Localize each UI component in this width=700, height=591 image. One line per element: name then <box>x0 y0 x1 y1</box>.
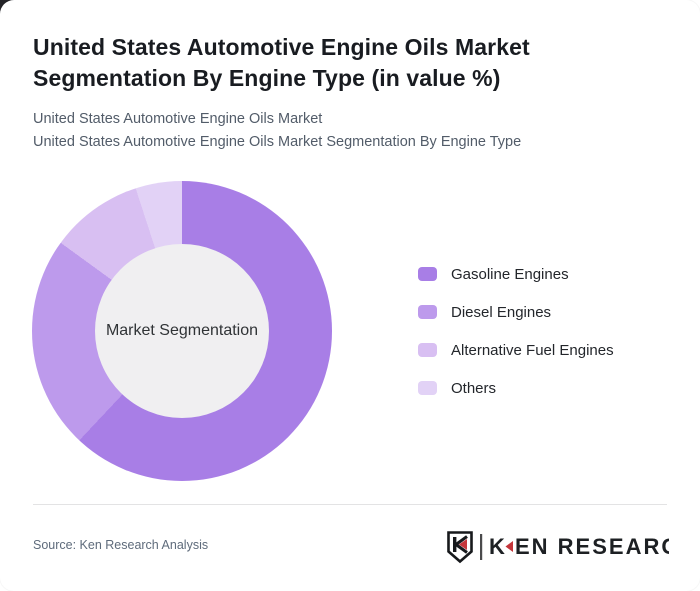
logo-text-k: K <box>489 534 507 559</box>
legend-label: Alternative Fuel Engines <box>451 341 614 359</box>
legend-swatch-alternative-fuel <box>418 343 437 357</box>
legend-item-diesel: Diesel Engines <box>418 293 614 331</box>
legend-label: Others <box>451 379 497 397</box>
logo-text-en-research: EN RESEARCH <box>515 534 669 559</box>
legend-item-alternative-fuel: Alternative Fuel Engines <box>418 331 614 369</box>
page-title-line2: Segmentation By Engine Type (in value %) <box>33 65 501 91</box>
logo-separator <box>480 534 483 560</box>
chart-subtitle-line2: United States Automotive Engine Oils Mar… <box>33 133 522 150</box>
legend-swatch-gasoline <box>418 267 437 281</box>
chart-subtitle: United States Automotive Engine Oils Mar… <box>33 108 653 153</box>
source-note: Source: Ken Research Analysis <box>33 538 209 552</box>
ken-research-logo: K EN RESEARCH <box>447 531 669 564</box>
donut-center: Market Segmentation <box>95 244 269 418</box>
legend-item-gasoline: Gasoline Engines <box>418 255 614 293</box>
chart-subtitle-line1: United States Automotive Engine Oils Mar… <box>33 111 323 127</box>
legend-swatch-others <box>418 381 437 395</box>
chart-legend: Gasoline Engines Diesel Engines Alternat… <box>418 255 614 407</box>
legend-label: Diesel Engines <box>451 303 552 321</box>
footer-divider <box>33 504 667 505</box>
page-title-line1: United States Automotive Engine Oils Mar… <box>33 34 530 60</box>
legend-label: Gasoline Engines <box>451 265 569 283</box>
legend-item-others: Others <box>418 369 614 407</box>
page-title: United States Automotive Engine Oils Mar… <box>33 32 633 94</box>
logo-red-triangle-icon <box>505 541 513 552</box>
donut-center-label: Market Segmentation <box>105 322 259 339</box>
legend-swatch-diesel <box>418 305 437 319</box>
ken-research-shield-icon <box>447 531 473 564</box>
